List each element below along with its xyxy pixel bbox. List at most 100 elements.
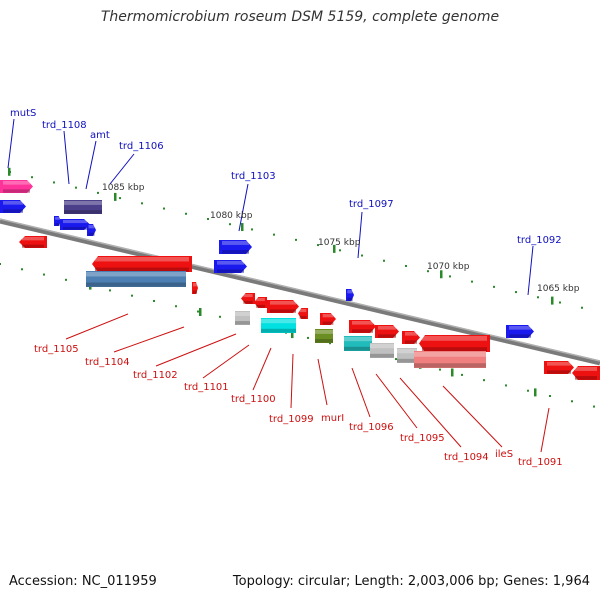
gene-shadow — [344, 346, 372, 351]
minor-tick — [339, 249, 341, 252]
minor-tick — [307, 336, 309, 339]
minor-tick — [405, 264, 407, 267]
callout-line — [399, 377, 462, 448]
gene-highlight — [235, 312, 250, 316]
minor-tick — [273, 233, 275, 236]
callout-line — [109, 153, 135, 185]
minor-tick — [185, 212, 187, 215]
minor-tick — [295, 238, 297, 241]
minor-tick — [229, 223, 231, 226]
minor-tick — [153, 299, 155, 302]
gene-highlight — [22, 237, 44, 241]
minor-tick — [593, 405, 595, 408]
gene-highlight — [347, 290, 353, 294]
gene-shadow — [509, 334, 531, 338]
gene-highlight — [64, 201, 102, 205]
gene-highlight — [575, 367, 597, 371]
gene-highlight — [193, 283, 197, 287]
major-tick — [440, 270, 443, 279]
minor-tick — [559, 301, 561, 304]
gene-highlight — [256, 298, 265, 302]
gene-highlight — [405, 332, 417, 336]
gene-highlight — [270, 301, 296, 305]
gene-highlight — [315, 330, 333, 334]
gene-highlight — [299, 309, 307, 313]
minor-tick — [0, 263, 1, 265]
minor-tick — [251, 228, 253, 231]
gene-highlight — [509, 326, 531, 330]
minor-tick — [361, 254, 363, 257]
minor-tick — [43, 273, 45, 276]
gene-highlight — [397, 349, 417, 354]
minor-tick — [571, 400, 573, 403]
gene-shadow — [352, 329, 373, 333]
gene-shadow — [256, 304, 265, 308]
gene-highlight — [222, 241, 249, 245]
gene-highlight — [3, 181, 30, 185]
major-tick — [8, 167, 11, 176]
minor-tick — [549, 395, 551, 397]
gene-highlight — [95, 257, 189, 262]
accession-label: Accession: NC_011959 — [9, 574, 157, 589]
gene-highlight — [414, 352, 486, 357]
callout-line — [290, 353, 294, 409]
gene-shadow — [315, 339, 333, 343]
minor-tick — [109, 289, 111, 292]
minor-tick — [483, 379, 485, 382]
gene-label: trd_1101 — [184, 382, 229, 393]
genome-backbone-highlight — [0, 218, 600, 362]
major-tick — [199, 308, 202, 316]
callout-line — [375, 373, 418, 429]
gene-label: trd_1092 — [517, 235, 562, 246]
label-lines — [7, 118, 550, 453]
minor-tick — [175, 305, 177, 308]
callout-line — [442, 385, 503, 448]
minor-tick — [53, 181, 55, 184]
gene-label: trd_1097 — [349, 199, 394, 210]
gene-shadow — [405, 340, 417, 344]
minor-tick — [141, 202, 143, 205]
gene-shadow — [55, 223, 60, 226]
major-tick — [451, 368, 454, 377]
gene-features — [0, 180, 600, 380]
gene-shadow — [547, 370, 571, 374]
scale-labels: 1085 kbp 1080 kbp 1075 kbp 1070 kbp 1065 kbp — [102, 183, 580, 294]
gene-highlight — [86, 272, 186, 277]
callout-line — [202, 344, 250, 379]
gene-highlight — [370, 344, 394, 349]
minor-tick — [461, 373, 463, 376]
minor-tick — [395, 358, 397, 361]
scale-label: 1085 kbp — [102, 183, 145, 193]
gene-highlight — [378, 326, 396, 330]
gene-label: ileS — [495, 449, 513, 460]
minor-tick — [505, 384, 507, 387]
gene-label: trd_1105 — [34, 344, 79, 355]
gene-shadow — [95, 267, 189, 272]
gene-shadow — [261, 328, 296, 333]
minor-tick — [515, 291, 517, 294]
gene-highlight — [322, 314, 334, 318]
minor-tick — [527, 389, 529, 392]
gene-highlight — [3, 201, 23, 205]
minor-tick — [471, 280, 473, 283]
minor-tick — [329, 342, 331, 345]
callout-line — [155, 333, 237, 367]
gene-shadow — [217, 269, 244, 273]
gene-label: trd_1094 — [444, 452, 489, 463]
gene-highlight — [547, 362, 571, 366]
gene-shadow — [397, 358, 417, 363]
callout-line — [252, 347, 272, 391]
gene-shadow — [378, 334, 396, 338]
minor-tick — [207, 217, 209, 220]
minor-tick — [439, 368, 441, 371]
gene-shadow — [193, 290, 197, 294]
gene-label: trd_1108 — [42, 120, 87, 131]
map-title: Thermomicrobium roseum DSM 5159, complet… — [100, 9, 500, 25]
gene-shadow — [88, 232, 95, 236]
minor-tick — [427, 270, 429, 273]
gene-shadow — [222, 250, 249, 254]
gene-highlight — [261, 319, 296, 324]
gene-shadow — [322, 321, 334, 325]
